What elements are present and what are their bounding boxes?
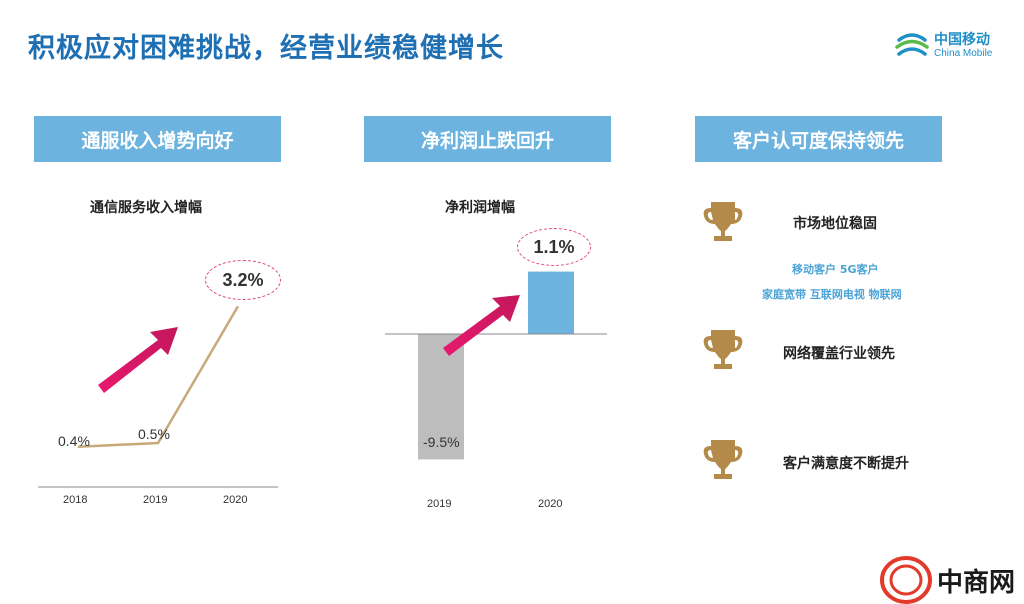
- logo-text-en: China Mobile: [934, 48, 993, 59]
- trophy-icon: [703, 330, 743, 369]
- section-header-profit: 净利润止跌回升: [364, 116, 611, 162]
- profit-label-2019: -9.5%: [423, 434, 460, 450]
- revenue-label-2019: 0.5%: [138, 426, 170, 442]
- profit-bar-chart: [385, 271, 607, 460]
- watermark-logo-icon: [880, 556, 932, 604]
- revenue-tick-2019: 2019: [143, 494, 168, 506]
- growth-arrow-icon: [98, 327, 178, 393]
- profit-label-2020: 1.1%: [533, 236, 575, 257]
- profit-bar-2019: [418, 334, 464, 460]
- section-header-revenue: 通服收入增势向好: [34, 116, 281, 162]
- revenue-label-2018: 0.4%: [58, 433, 90, 449]
- trophy-icon: [703, 440, 743, 479]
- customer-item-satisfaction: 客户满意度不断提升: [783, 456, 909, 472]
- profit-bar-2020: [528, 271, 574, 334]
- revenue-series-line: [77, 305, 240, 449]
- page-title: 积极应对困难挑战，经营业绩稳健增长: [28, 33, 504, 64]
- profit-tick-2019: 2019: [427, 498, 452, 510]
- china-mobile-logo: 中国移动 China Mobile: [893, 26, 1008, 66]
- customer-item-network: 网络覆盖行业领先: [783, 346, 895, 362]
- revenue-tick-2018: 2018: [63, 494, 88, 506]
- section-header-customer: 客户认可度保持领先: [695, 116, 942, 162]
- revenue-highlight-oval: 3.2%: [205, 260, 281, 300]
- customer-item-market: 市场地位稳固: [793, 216, 877, 232]
- customer-tags-line1: 移动客户 5G客户: [792, 263, 879, 276]
- customer-tags-line2: 家庭宽带 互联网电视 物联网: [762, 288, 902, 301]
- watermark-text: 中商网: [937, 568, 1016, 598]
- revenue-line-chart: [38, 305, 278, 488]
- revenue-chart-subtitle: 通信服务收入增幅: [90, 200, 202, 216]
- growth-arrow-icon: [443, 295, 520, 356]
- china-mobile-logo-icon: [895, 33, 929, 56]
- profit-highlight-oval: 1.1%: [517, 228, 591, 266]
- profit-tick-2020: 2020: [538, 498, 563, 510]
- logo-text-cn: 中国移动: [934, 32, 990, 48]
- profit-chart-subtitle: 净利润增幅: [445, 200, 515, 216]
- revenue-tick-2020: 2020: [223, 494, 248, 506]
- trophy-icon: [703, 202, 743, 241]
- revenue-label-2020: 3.2%: [222, 269, 264, 290]
